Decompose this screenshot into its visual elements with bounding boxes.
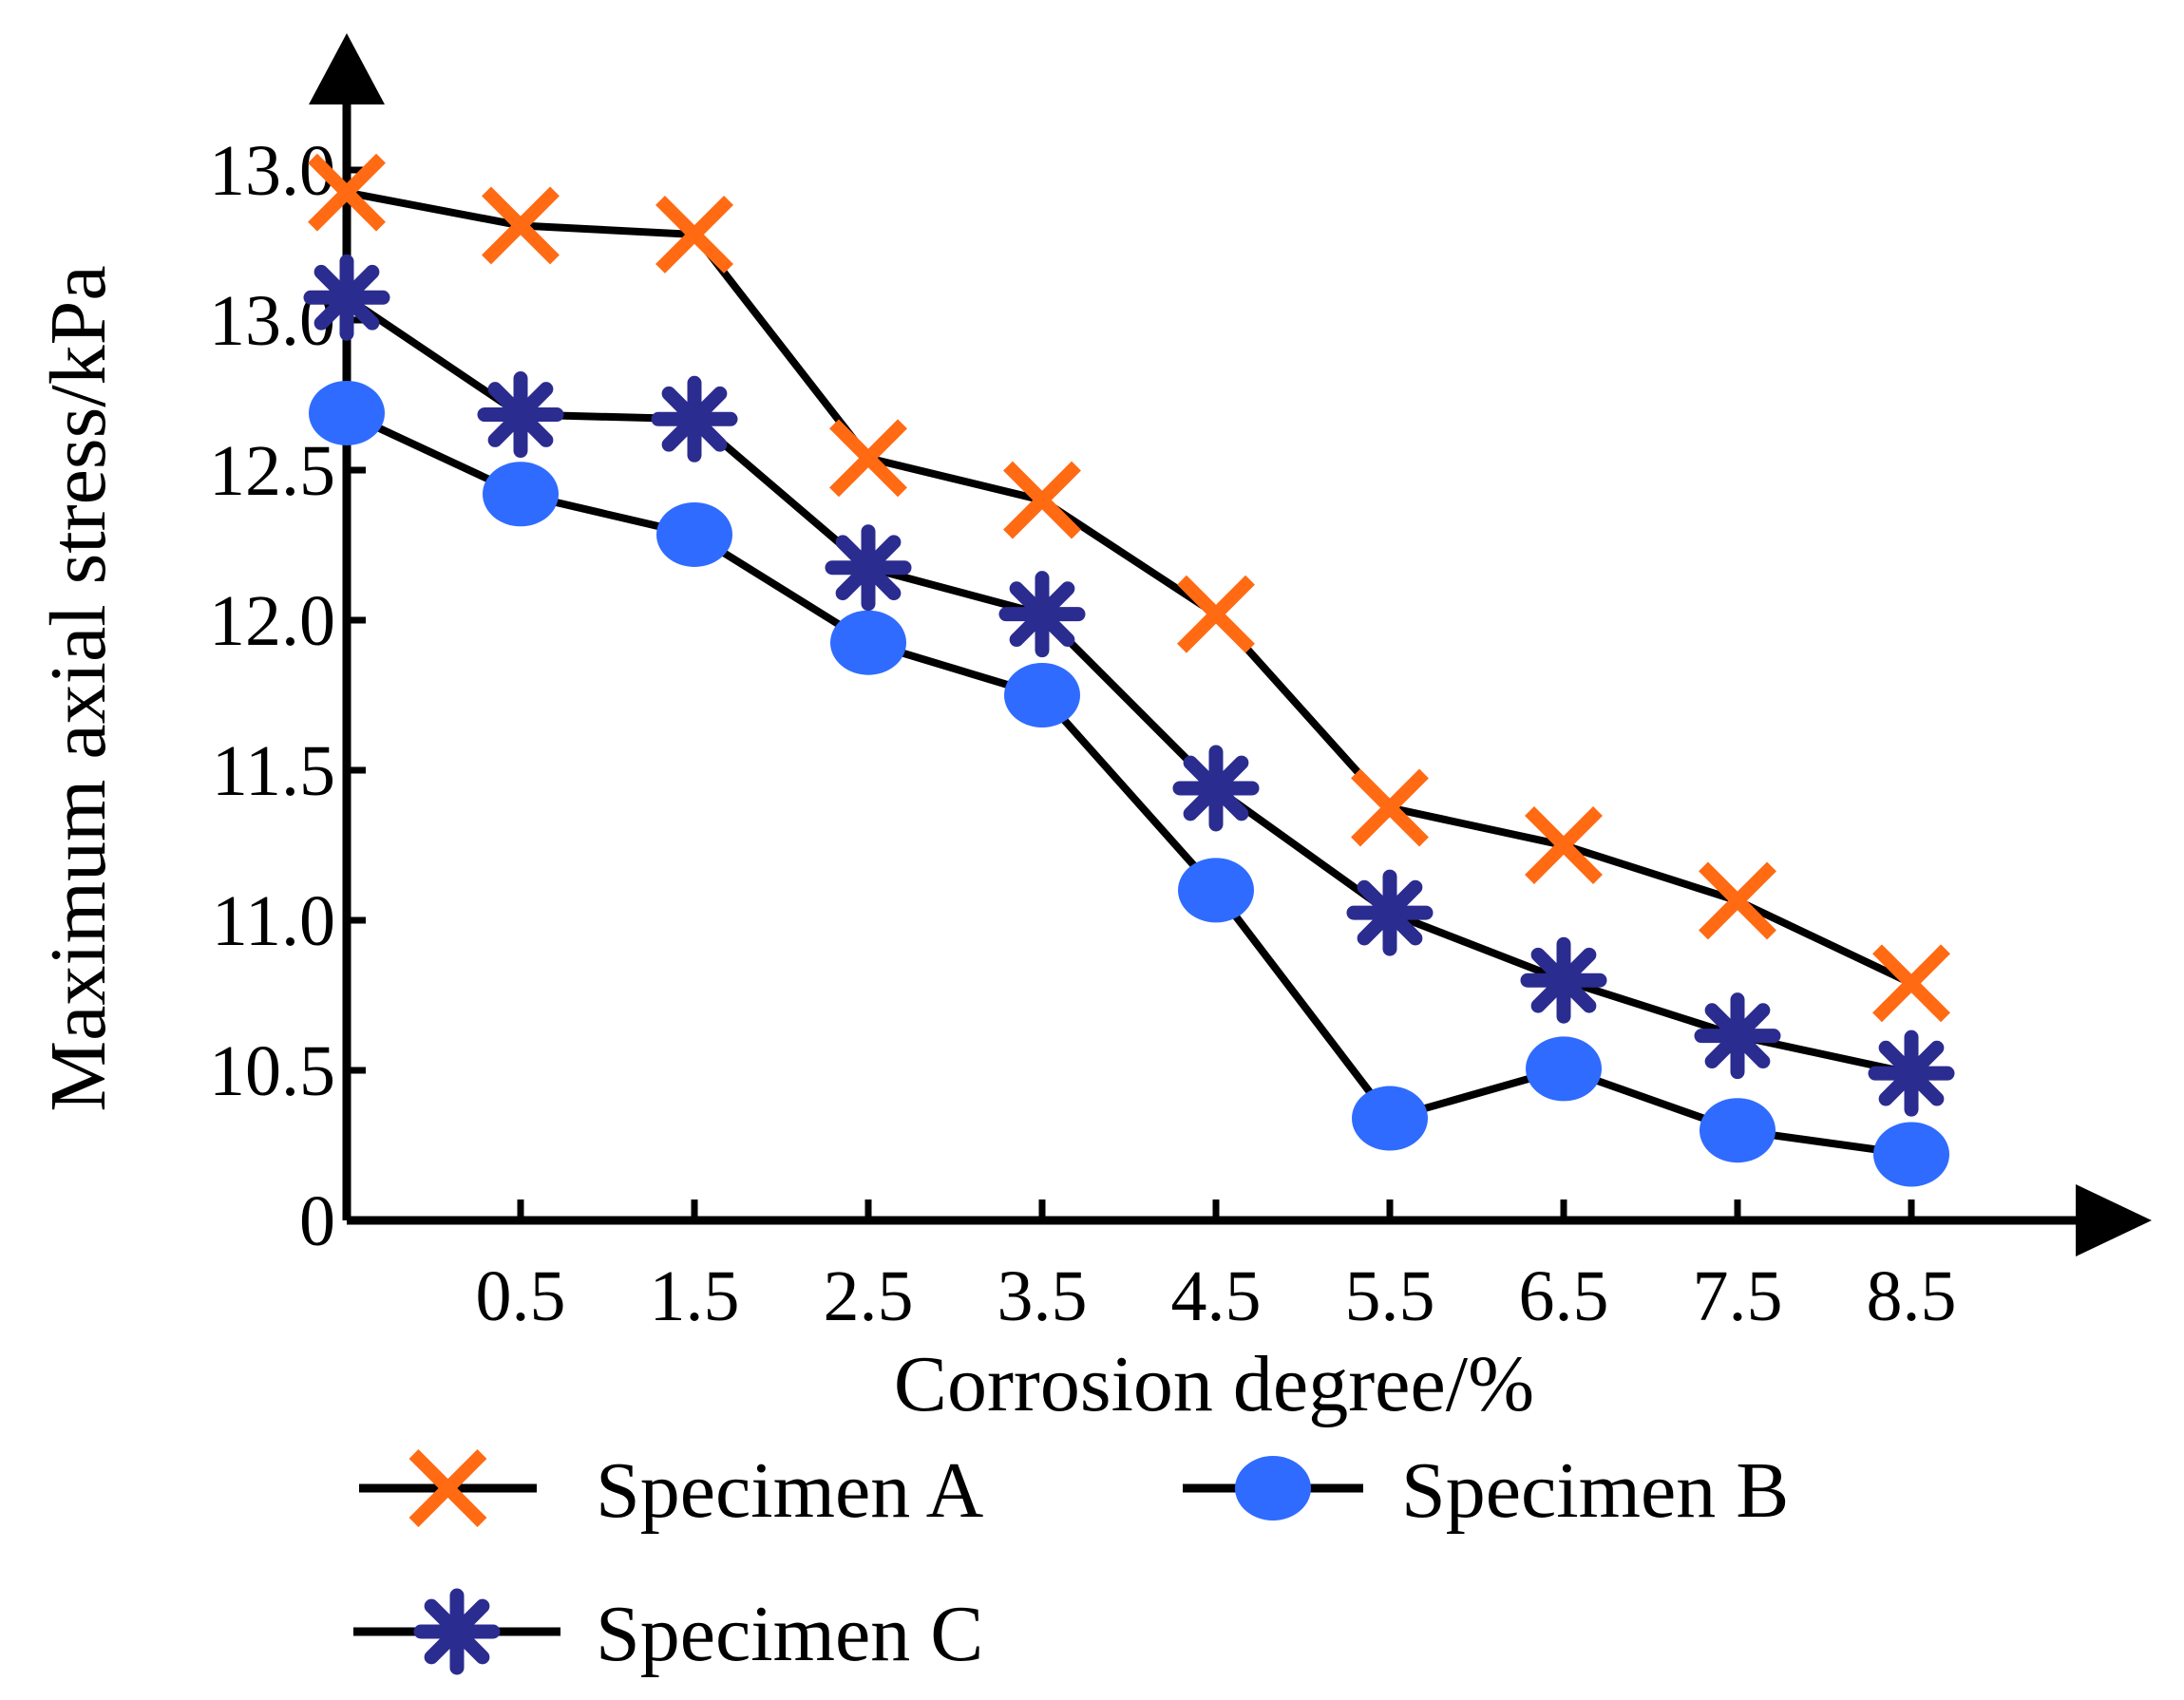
x-axis-title: Corrosion degree/% (894, 1340, 1534, 1428)
specimen-b-point (309, 380, 385, 445)
legend-item-specimen-a: Specimen A (359, 1446, 984, 1535)
marker-core (1548, 964, 1580, 997)
series-lines (344, 188, 1913, 1159)
specimen-c-point (1172, 745, 1260, 832)
specimen-a-point (829, 419, 907, 498)
specimen-c-point (651, 375, 738, 463)
specimen-a-point (1872, 944, 1950, 1023)
x-tick-label: 4.5 (1171, 1256, 1262, 1336)
marker-core (441, 1615, 473, 1648)
legend-item-specimen-b: Specimen B (1183, 1446, 1789, 1535)
specimen-a-point (1699, 861, 1776, 940)
specimen-b-point (483, 462, 559, 527)
marker-stroke (1177, 575, 1255, 653)
marker-core (852, 551, 884, 584)
specimen-c-point (303, 254, 390, 341)
x-tick-label: 1.5 (650, 1256, 740, 1336)
legend-marker (408, 1449, 487, 1527)
specimen-b-point (1352, 1086, 1428, 1151)
specimen-b-point (656, 501, 732, 567)
x-ticks: 0.5 1.5 2.5 3.5 4.5 5.5 6.5 7.5 8.5 (476, 1199, 1957, 1336)
legend-label: Specimen A (596, 1446, 984, 1535)
marker-stroke (829, 419, 907, 498)
y-tick-label: 0 (299, 1181, 335, 1261)
specimen-c-point (825, 524, 912, 612)
specimen-a-point (1177, 575, 1255, 653)
specimen-a-point (1525, 806, 1603, 884)
y-axis-arrow (309, 33, 385, 104)
y-tick-label: 11.5 (212, 731, 335, 811)
marker-stroke (1003, 461, 1081, 539)
marker-stroke (482, 186, 560, 265)
marker-core (1026, 597, 1058, 631)
y-tick-label: 11.0 (212, 881, 335, 961)
y-ticks: 010.511.011.512.012.513.013.0 (209, 131, 366, 1261)
legend-item-specimen-c: Specimen C (353, 1588, 983, 1678)
specimen-a-point (655, 195, 733, 274)
x-tick-label: 5.5 (1345, 1256, 1435, 1336)
marker-core (1200, 771, 1232, 804)
specimen-a-line (346, 188, 1913, 987)
specimen-c-line (344, 293, 1912, 1078)
specimen-a-point (308, 153, 386, 232)
marker-core (1895, 1057, 1928, 1090)
specimen-b-point (1004, 663, 1080, 727)
x-tick-label: 6.5 (1519, 1256, 1609, 1336)
specimen-a-point (1351, 768, 1429, 847)
specimen-a-point (1003, 461, 1081, 539)
legend-label: Specimen C (596, 1590, 983, 1678)
specimen-b-point (1873, 1122, 1949, 1187)
legend-marker (1235, 1456, 1311, 1521)
marker-stroke (1525, 806, 1603, 884)
specimen-a-point (482, 186, 560, 265)
marker-core (1721, 1019, 1754, 1052)
specimen-b-point (1700, 1098, 1776, 1163)
x-tick-label: 8.5 (1867, 1256, 1957, 1336)
specimen-c-point (1694, 992, 1781, 1080)
legend-label: Specimen B (1401, 1446, 1789, 1535)
y-tick-label: 12.5 (209, 431, 335, 511)
x-tick-label: 2.5 (824, 1256, 914, 1336)
marker-stroke (1699, 861, 1776, 940)
legend-marker (413, 1588, 501, 1675)
specimen-c-point (1520, 936, 1607, 1024)
marker-stroke (308, 153, 386, 232)
marker-core (678, 403, 711, 436)
marker-stroke (655, 195, 733, 274)
legend: Specimen A Specimen B Specimen C (353, 1446, 1789, 1678)
marker-stroke (408, 1449, 487, 1527)
specimen-b-line (345, 409, 1912, 1159)
specimen-c-point (1346, 869, 1434, 956)
y-tick-label: 12.0 (209, 581, 335, 661)
specimen-c-point (1868, 1029, 1955, 1117)
series-markers (303, 153, 1955, 1187)
specimen-b-point (830, 610, 906, 675)
x-tick-label: 7.5 (1693, 1256, 1783, 1336)
marker-core (1374, 897, 1406, 930)
y-tick-label: 13.0 (209, 131, 335, 211)
specimen-b-point (1526, 1036, 1602, 1102)
marker-stroke (1872, 944, 1950, 1023)
specimen-c-point (998, 571, 1086, 658)
y-tick-label: 10.5 (209, 1031, 335, 1111)
specimen-b-point (1178, 858, 1254, 923)
x-axis-arrow (2076, 1184, 2152, 1256)
y-axis-title: Maximum axial stress/kPa (34, 265, 123, 1111)
marker-core (331, 281, 363, 314)
specimen-c-point (477, 371, 564, 459)
marker-stroke (1351, 768, 1429, 847)
marker-core (504, 398, 537, 431)
x-tick-label: 3.5 (997, 1256, 1088, 1336)
x-tick-label: 0.5 (476, 1256, 566, 1336)
